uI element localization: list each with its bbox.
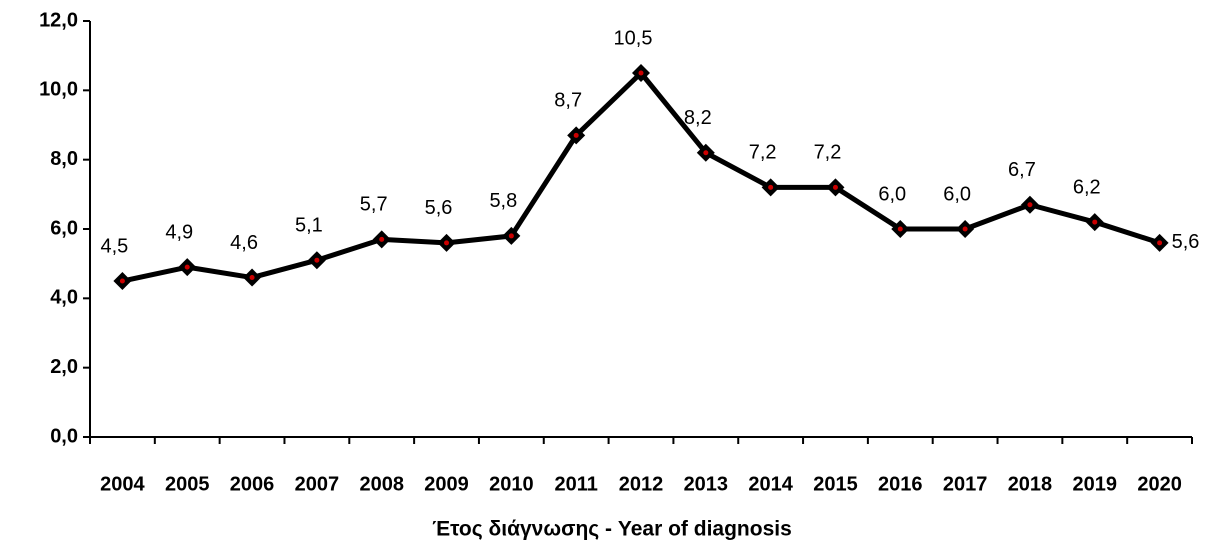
x-tick-label: 2019: [1073, 473, 1118, 495]
marker-center: [962, 226, 968, 232]
value-label: 8,2: [684, 107, 712, 129]
x-tick-label: 2018: [1008, 473, 1053, 495]
y-tick-label: 6,0: [50, 217, 78, 239]
x-tick-label: 2008: [359, 473, 404, 495]
x-tick-label: 2016: [878, 473, 923, 495]
x-tick-label: 2012: [619, 473, 664, 495]
marker-center: [119, 278, 125, 284]
marker-center: [184, 264, 190, 270]
x-tick-label: 2009: [424, 473, 469, 495]
y-tick-label: 10,0: [39, 79, 78, 101]
y-tick-label: 0,0: [50, 425, 78, 447]
x-axis-title: Έτος διάγνωσης - Year of diagnosis: [432, 518, 792, 541]
value-label: 6,0: [878, 183, 906, 205]
value-label: 8,7: [554, 90, 582, 112]
y-tick-label: 8,0: [50, 148, 78, 170]
marker-center: [1027, 202, 1033, 208]
value-label: 7,2: [814, 142, 842, 164]
value-label: 6,7: [1008, 159, 1036, 181]
marker-center: [573, 132, 579, 138]
marker-center: [638, 70, 644, 76]
marker-center: [897, 226, 903, 232]
value-label: 5,7: [360, 194, 388, 216]
marker-center: [314, 257, 320, 263]
x-tick-label: 2010: [489, 473, 534, 495]
value-label: 5,8: [489, 190, 517, 212]
marker-center: [444, 240, 450, 246]
value-label: 4,5: [101, 235, 129, 257]
x-tick-label: 2013: [684, 473, 729, 495]
marker-center: [1092, 219, 1098, 225]
x-tick-label: 2011: [554, 473, 597, 495]
x-tick-label: 2015: [813, 473, 858, 495]
y-tick-label: 4,0: [50, 287, 78, 309]
y-tick-label: 2,0: [50, 356, 78, 378]
marker-center: [249, 275, 255, 281]
x-tick-label: 2004: [100, 473, 145, 495]
line: [121, 70, 1161, 284]
value-label: 6,0: [943, 183, 971, 205]
marker-center: [703, 150, 709, 156]
value-label: 4,9: [165, 221, 193, 243]
x-tick-label: 2006: [230, 473, 275, 495]
value-label: 5,6: [1172, 231, 1200, 253]
marker-center: [832, 184, 838, 190]
x-tick-label: 2007: [295, 473, 340, 495]
marker-center: [768, 184, 774, 190]
x-tick-label: 2020: [1137, 473, 1182, 495]
marker-center: [508, 233, 514, 239]
value-label: 10,5: [614, 27, 653, 49]
marker-center: [1157, 240, 1163, 246]
y-tick-label: 12,0: [39, 9, 78, 31]
x-tick-label: 2005: [165, 473, 210, 495]
value-label: 4,6: [230, 232, 258, 254]
value-label: 7,2: [749, 142, 777, 164]
value-label: 5,1: [295, 214, 323, 236]
value-label: 5,6: [425, 197, 453, 219]
value-label: 6,2: [1073, 176, 1101, 198]
marker-center: [379, 236, 385, 242]
x-tick-label: 2017: [943, 473, 988, 495]
x-tick-label: 2014: [748, 473, 793, 495]
